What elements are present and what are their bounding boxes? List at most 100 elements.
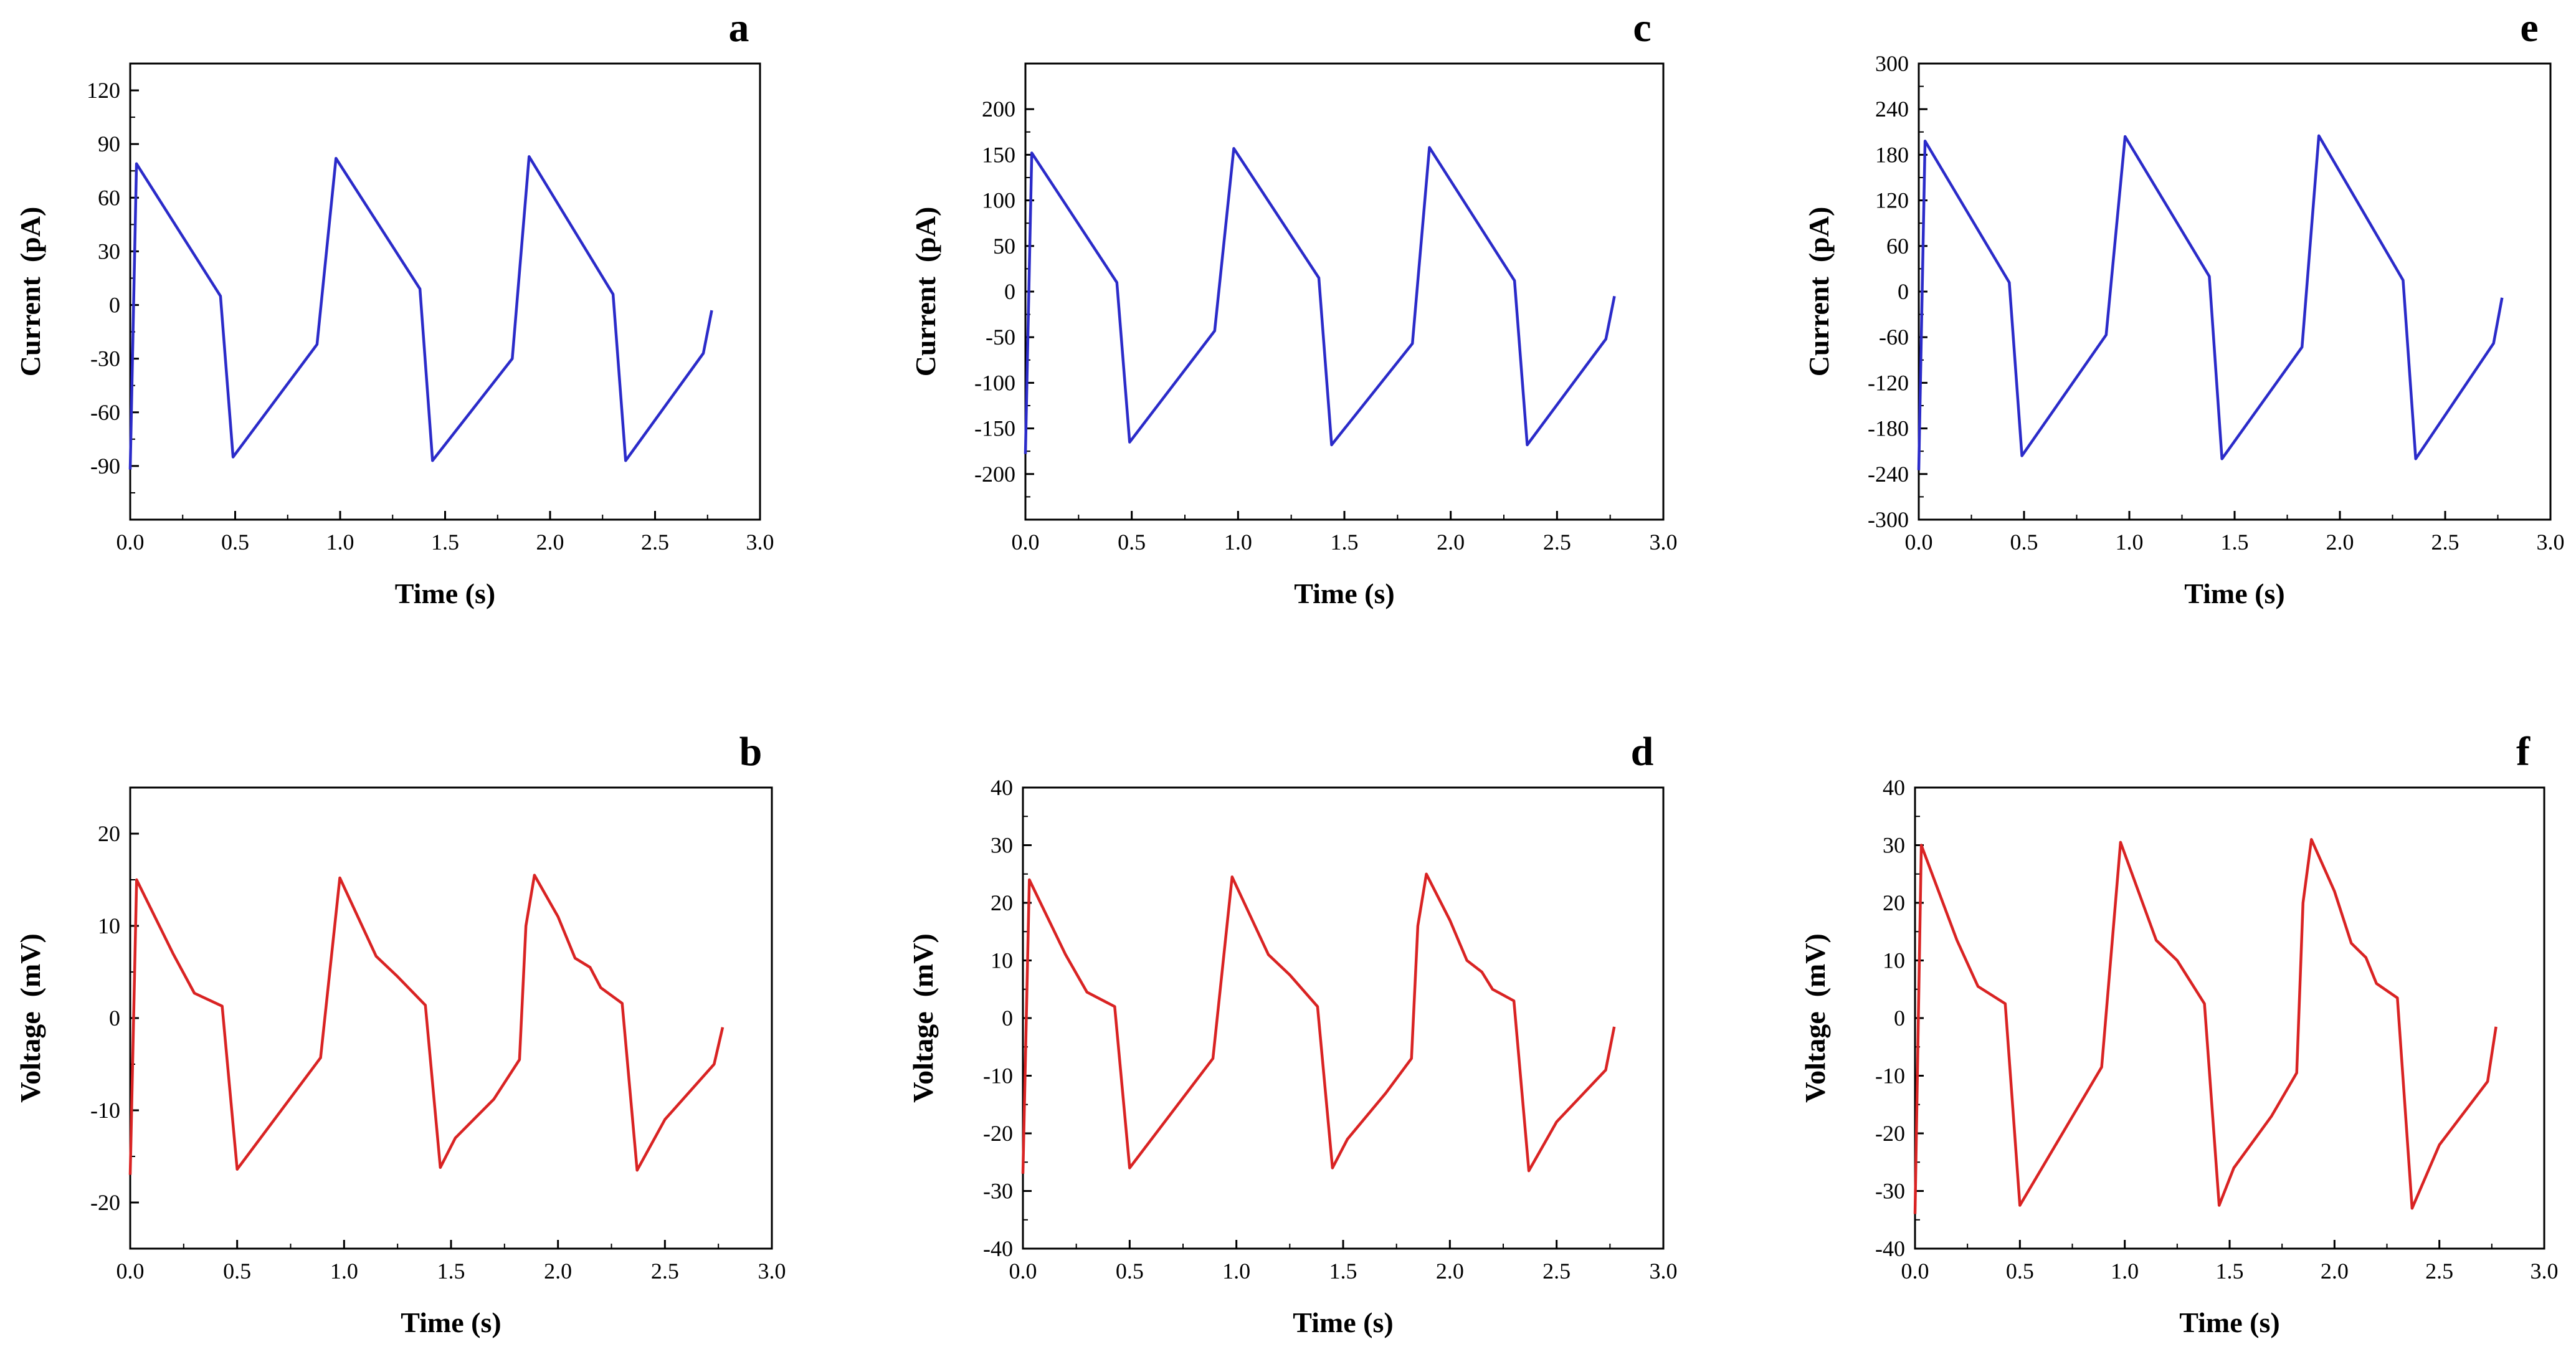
x-tick-label: 1.5 [1329, 1259, 1357, 1284]
y-axis-title: Voltage (mV) [1799, 933, 1831, 1103]
x-tick-label: 3.0 [2531, 1259, 2559, 1284]
y-tick-label: 150 [982, 142, 1015, 167]
x-tick-label: 0.0 [1012, 530, 1040, 555]
panel-f: 0.0 0.5 1.0 1.5 2.0 2.5 3.0 40 30 20 10 0 -10 -20 -30 -… [1799, 729, 2559, 1338]
x-tick-label: 0.5 [221, 530, 249, 555]
panel-d: 0.0 0.5 1.0 1.5 2.0 2.5 3.0 40 30 20 10 0 -10 -20 -30 -… [907, 729, 1678, 1338]
y-tick-label: 10 [1883, 948, 1905, 973]
x-tick-label: 0.5 [2010, 530, 2038, 555]
series-line-b [128, 874, 725, 1175]
y-tick-label: -40 [983, 1236, 1013, 1261]
y-tick-label: -30 [90, 346, 120, 371]
plot-frame [1022, 786, 1665, 1250]
y-tick-label: -30 [983, 1179, 1013, 1204]
x-tick-label: 0.0 [1901, 1259, 1929, 1284]
y-tick-label: 10 [98, 913, 120, 938]
y-tick-label: -100 [974, 370, 1015, 395]
x-tick-label: 2.0 [2321, 1259, 2349, 1284]
panel-letter: a [729, 5, 749, 50]
y-tick-label: -10 [983, 1064, 1013, 1088]
y-tick-label: 100 [982, 188, 1015, 213]
x-tick-label: 3.0 [1650, 1259, 1678, 1284]
y-tick-label: 40 [1883, 775, 1905, 800]
x-tick-label: 2.5 [2425, 1259, 2453, 1284]
x-tick-label: 2.5 [641, 530, 669, 555]
y-tick-label: 200 [982, 97, 1015, 121]
y-tick-label: -20 [90, 1190, 120, 1215]
x-tick-label: 3.0 [1650, 530, 1678, 555]
x-tick-label: 0.5 [1116, 1259, 1144, 1284]
panel-a: 0.0 0.5 1.0 1.5 2.0 2.5 3.0 120 90 60 30 0 -30 -60 -90… [14, 5, 774, 609]
y-tick-label: 50 [993, 234, 1015, 259]
x-tick-label: 2.0 [2326, 530, 2354, 555]
y-tick-label: -120 [1868, 370, 1909, 395]
y-tick-label: -20 [983, 1121, 1013, 1146]
x-axis-title: Time (s) [401, 1307, 501, 1338]
plot-frame [129, 786, 773, 1250]
y-tick-label: 0 [1898, 279, 1909, 304]
y-tick-label: 120 [1875, 188, 1909, 213]
x-axis-title: Time (s) [1294, 578, 1394, 609]
y-tick-label: 120 [87, 78, 120, 103]
series-line-a [128, 155, 713, 470]
x-tick-label: 3.0 [758, 1259, 786, 1284]
x-tick-label: 2.0 [544, 1259, 572, 1284]
y-tick-label: 90 [98, 131, 120, 156]
y-tick-label: -300 [1868, 507, 1909, 532]
y-tick-label: 0 [109, 293, 120, 318]
panel-letter: b [739, 729, 763, 774]
y-axis-title: Voltage (mV) [907, 933, 939, 1103]
y-tick-label: 40 [991, 775, 1013, 800]
x-axis-title: Time (s) [2184, 578, 2284, 609]
x-tick-label: 1.0 [1224, 530, 1252, 555]
series-line-f [1913, 838, 2498, 1214]
x-tick-label: 2.5 [1543, 530, 1571, 555]
y-tick-label: 0 [1004, 279, 1015, 304]
y-tick-label: 300 [1875, 51, 1909, 76]
x-tick-label: 3.0 [746, 530, 774, 555]
x-tick-label: 0.0 [116, 1259, 145, 1284]
plot-frame [1918, 62, 2552, 521]
plot-frame [1024, 62, 1665, 521]
x-tick-label: 1.0 [330, 1259, 358, 1284]
y-tick-label: 0 [1002, 1006, 1013, 1031]
y-tick-label: -60 [90, 400, 120, 425]
y-axis-title: Voltage (mV) [14, 933, 46, 1103]
x-tick-label: 1.0 [2111, 1259, 2139, 1284]
x-tick-label: 0.0 [1009, 1259, 1037, 1284]
y-tick-label: 20 [98, 821, 120, 846]
x-tick-label: 1.5 [2221, 530, 2249, 555]
x-tick-label: 0.0 [116, 530, 145, 555]
y-tick-label: -20 [1875, 1121, 1905, 1146]
y-tick-label: -10 [1875, 1064, 1905, 1088]
x-tick-label: 1.0 [2116, 530, 2144, 555]
panel-e: 0.0 0.5 1.0 1.5 2.0 2.5 3.0 300 240 180 120 60 0 -60 -… [1803, 5, 2565, 609]
x-tick-label: 1.5 [431, 530, 459, 555]
x-tick-label: 2.0 [536, 530, 564, 555]
y-tick-label: 20 [991, 890, 1013, 915]
x-tick-label: 2.0 [1437, 530, 1465, 555]
x-tick-label: 0.5 [2006, 1259, 2034, 1284]
series-line-e [1917, 134, 2504, 470]
x-tick-label: 2.0 [1436, 1259, 1464, 1284]
x-axis-title: Time (s) [2179, 1307, 2279, 1338]
x-axis-title: Time (s) [395, 578, 495, 609]
y-tick-label: -40 [1875, 1236, 1905, 1261]
y-tick-label: 60 [1886, 234, 1909, 259]
x-tick-label: 1.0 [1222, 1259, 1250, 1284]
x-axis-title: Time (s) [1293, 1307, 1393, 1338]
panel-letter: c [1633, 5, 1651, 50]
panel-letter: e [2520, 5, 2538, 50]
y-tick-label: 240 [1875, 97, 1909, 121]
panel-c: 0.0 0.5 1.0 1.5 2.0 2.5 3.0 200 150 100 50 0 -50 -100… [910, 5, 1678, 609]
x-tick-label: 0.0 [1905, 530, 1933, 555]
x-tick-label: 2.5 [2431, 530, 2460, 555]
y-tick-label: -240 [1868, 462, 1909, 487]
plot-frame [129, 62, 761, 521]
y-tick-label: 30 [98, 239, 120, 264]
x-tick-label: 1.0 [326, 530, 354, 555]
y-tick-label: -10 [90, 1098, 120, 1123]
y-tick-label: 0 [109, 1006, 120, 1031]
y-tick-label: -60 [1879, 325, 1909, 350]
